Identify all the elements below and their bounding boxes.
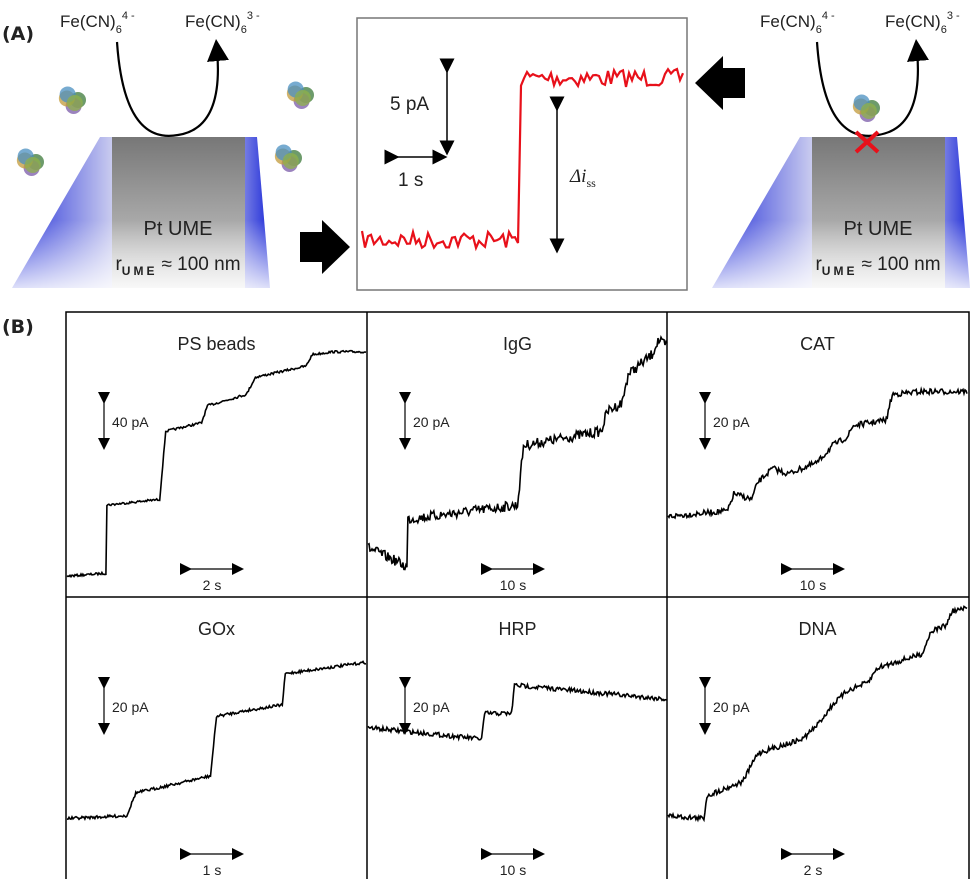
arrow bbox=[695, 56, 745, 110]
current-trace bbox=[368, 337, 667, 569]
figure: (A) (B) Fe(CN)64 -Fe(CN)63 -Pt UMErUME≈ … bbox=[0, 0, 975, 879]
scale-label: 20 pA bbox=[713, 699, 750, 715]
grid-frame bbox=[66, 312, 969, 879]
species-label: Fe(CN)64 - bbox=[60, 10, 135, 36]
scale-label: 2 s bbox=[203, 577, 222, 593]
panel-label: (B) bbox=[2, 316, 34, 338]
protein bbox=[17, 148, 44, 176]
scale-label: 1 s bbox=[203, 862, 222, 878]
protein bbox=[287, 81, 314, 109]
scale-label: 20 pA bbox=[413, 699, 450, 715]
scale-label: 20 pA bbox=[112, 699, 149, 715]
scale-label: 2 s bbox=[804, 862, 823, 878]
species-label: Fe(CN)64 - bbox=[760, 10, 835, 36]
scale-label: 5 pA bbox=[390, 94, 429, 115]
trace-panel: PS beads 40 pA 2 s bbox=[67, 334, 366, 593]
protein bbox=[853, 94, 880, 122]
electrode-label: Pt UME bbox=[144, 218, 213, 240]
electrode-label: Pt UME bbox=[844, 218, 913, 240]
current-trace bbox=[67, 662, 366, 820]
species-label: Fe(CN)63 - bbox=[885, 10, 960, 36]
panel-title: DNA bbox=[798, 619, 836, 639]
scale-label: 1 s bbox=[398, 170, 423, 191]
species-label: Fe(CN)63 - bbox=[185, 10, 260, 36]
scale-label: 20 pA bbox=[713, 414, 750, 430]
current-trace bbox=[668, 389, 967, 518]
panel-title: PS beads bbox=[177, 334, 255, 354]
scale-label: 40 pA bbox=[112, 414, 149, 430]
panel-title: CAT bbox=[800, 334, 835, 354]
panel-title: HRP bbox=[498, 619, 536, 639]
panel-title: IgG bbox=[503, 334, 532, 354]
scale-label: 10 s bbox=[800, 577, 826, 593]
scale-label: 20 pA bbox=[413, 414, 450, 430]
panel-label: (A) bbox=[2, 23, 34, 45]
trace-panel: IgG 20 pA 10 s bbox=[368, 334, 667, 593]
trace-panels: PS beads 40 pA 2 s IgG 20 pA 10 s CAT 20 pA 10 s… bbox=[67, 334, 967, 878]
protein bbox=[275, 144, 302, 172]
redox-arrow bbox=[117, 42, 218, 136]
inset-frame bbox=[357, 18, 687, 290]
scale-label: 10 s bbox=[500, 577, 526, 593]
protein bbox=[59, 86, 86, 114]
trace-panel: DNA 20 pA 2 s bbox=[668, 606, 967, 878]
arrow bbox=[300, 220, 350, 274]
trace-panel: GOx 20 pA 1 s bbox=[67, 619, 366, 878]
trace-panel: CAT 20 pA 10 s bbox=[668, 334, 967, 593]
panel-title: GOx bbox=[198, 619, 235, 639]
scale-label: 10 s bbox=[500, 862, 526, 878]
trace-panel: HRP 20 pA 10 s bbox=[368, 619, 667, 878]
current-trace bbox=[67, 351, 366, 577]
